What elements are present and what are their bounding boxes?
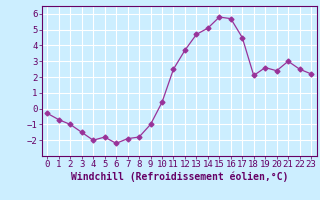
X-axis label: Windchill (Refroidissement éolien,°C): Windchill (Refroidissement éolien,°C)	[70, 172, 288, 182]
